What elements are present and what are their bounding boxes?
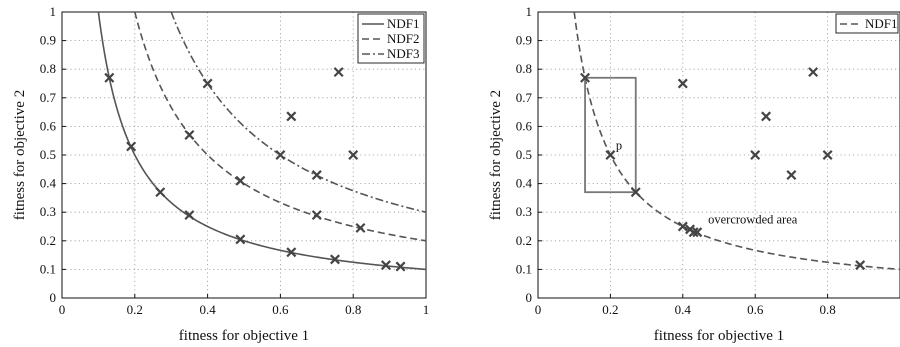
y-tick-label: 0.5	[40, 147, 56, 162]
chart-2: 0 0.2 0.4 0.6 0.8 0 0.1 0.2 0.3 0.4 0.5 0.6 0.7 0.8 0.…	[488, 4, 900, 344]
x-tick-label: 0.2	[602, 302, 618, 317]
data-point	[275, 150, 286, 160]
y-tick-label: 0.6	[40, 118, 57, 133]
y-tick-label: 0.4	[40, 176, 57, 191]
y-tick-label: 0.8	[516, 61, 532, 76]
data-point	[330, 254, 340, 265]
data-point	[311, 170, 322, 180]
crowding-box	[584, 76, 637, 194]
legend-label-ndf2: NDF2	[387, 31, 420, 46]
y-tick-label: 0.2	[40, 233, 56, 248]
annotation-label: p	[616, 138, 622, 152]
y-tick-label: 0.3	[516, 204, 532, 219]
x-tick-label: 0	[59, 302, 66, 317]
legend-box	[835, 13, 899, 34]
plot-area	[97, 12, 426, 272]
x-axis-label: fitness for objective 1	[179, 328, 309, 344]
data-point	[677, 78, 688, 89]
y-tick-label: 0.6	[516, 118, 533, 133]
data-point	[580, 72, 591, 83]
y-tick-label: 0.7	[516, 90, 533, 105]
legend: NDF1	[835, 13, 899, 34]
y-tick-label: 0	[50, 290, 57, 305]
data-point	[311, 210, 322, 221]
series-line-ndf2	[134, 12, 426, 242]
y-tick-label: 0.7	[40, 90, 57, 105]
y-tick-label: 0.8	[40, 61, 56, 76]
series-line-ndf3	[170, 12, 426, 213]
y-tick-label: 0.1	[516, 261, 532, 276]
data-point	[855, 260, 866, 271]
x-tick-label: 0.8	[345, 302, 361, 317]
x-tick-label: 0.4	[675, 302, 692, 317]
x-tick-label: 0	[535, 302, 542, 317]
x-tick-label: 0.8	[819, 302, 835, 317]
data-point	[355, 222, 366, 233]
data-point	[235, 234, 246, 245]
data-point	[692, 227, 703, 238]
chart-1: 0 0.2 0.4 0.6 0.8 1 0 0.1 0.2 0.3 0.4 0.5 0.6 0.7 0.8 0…	[12, 4, 429, 344]
y-tick-label: 0.9	[40, 33, 56, 48]
data-point	[286, 111, 297, 122]
data-point	[380, 260, 391, 271]
data-point	[786, 170, 797, 180]
annotation-label: overcrowded area	[708, 213, 798, 227]
data-point	[333, 67, 344, 78]
plot-frame	[61, 11, 427, 299]
data-point	[202, 78, 213, 89]
legend-label-ndf1: NDF1	[865, 16, 898, 31]
data-point	[761, 111, 772, 122]
data-point	[184, 210, 195, 221]
data-point	[155, 187, 166, 198]
x-tick-label: 0.2	[127, 302, 143, 317]
data-point	[808, 67, 819, 78]
series-line-ndf1	[573, 12, 900, 271]
data-point	[348, 150, 359, 160]
data-point	[184, 130, 195, 140]
plot-area	[573, 12, 900, 271]
data-point	[104, 72, 115, 83]
x-tick-label: 1	[423, 302, 430, 317]
y-tick-label: 0.4	[516, 176, 533, 191]
y-tick-label: 1	[526, 4, 533, 19]
y-tick-label: 0.1	[40, 261, 56, 276]
y-tick-label: 1	[50, 4, 57, 19]
x-tick-label: 0.6	[272, 302, 289, 317]
x-axis-label: fitness for objective 1	[654, 328, 784, 344]
x-tick-label: 0.6	[747, 302, 764, 317]
y-axis-label: fitness for objective 2	[488, 90, 504, 220]
data-point	[395, 261, 406, 272]
data-point	[750, 150, 761, 160]
series-line-ndf1	[97, 12, 426, 271]
data-point	[235, 175, 246, 186]
legend-label-ndf3: NDF3	[387, 46, 420, 61]
data-point	[126, 141, 137, 152]
y-tick-label: 0.5	[516, 147, 532, 162]
data-point	[286, 247, 297, 258]
legend-label-ndf1: NDF1	[387, 16, 420, 31]
data-point	[822, 150, 833, 160]
y-tick-label: 0	[526, 290, 533, 305]
y-axis-label: fitness for objective 2	[12, 90, 28, 220]
data-point	[630, 187, 641, 198]
y-tick-label: 0.2	[516, 233, 532, 248]
data-point	[605, 150, 616, 160]
y-tick-label: 0.9	[516, 33, 532, 48]
x-tick-label: 0.4	[199, 302, 216, 317]
y-tick-label: 0.3	[40, 204, 56, 219]
plot-frame	[537, 11, 900, 299]
data-point	[688, 227, 699, 238]
data-point	[677, 221, 688, 232]
